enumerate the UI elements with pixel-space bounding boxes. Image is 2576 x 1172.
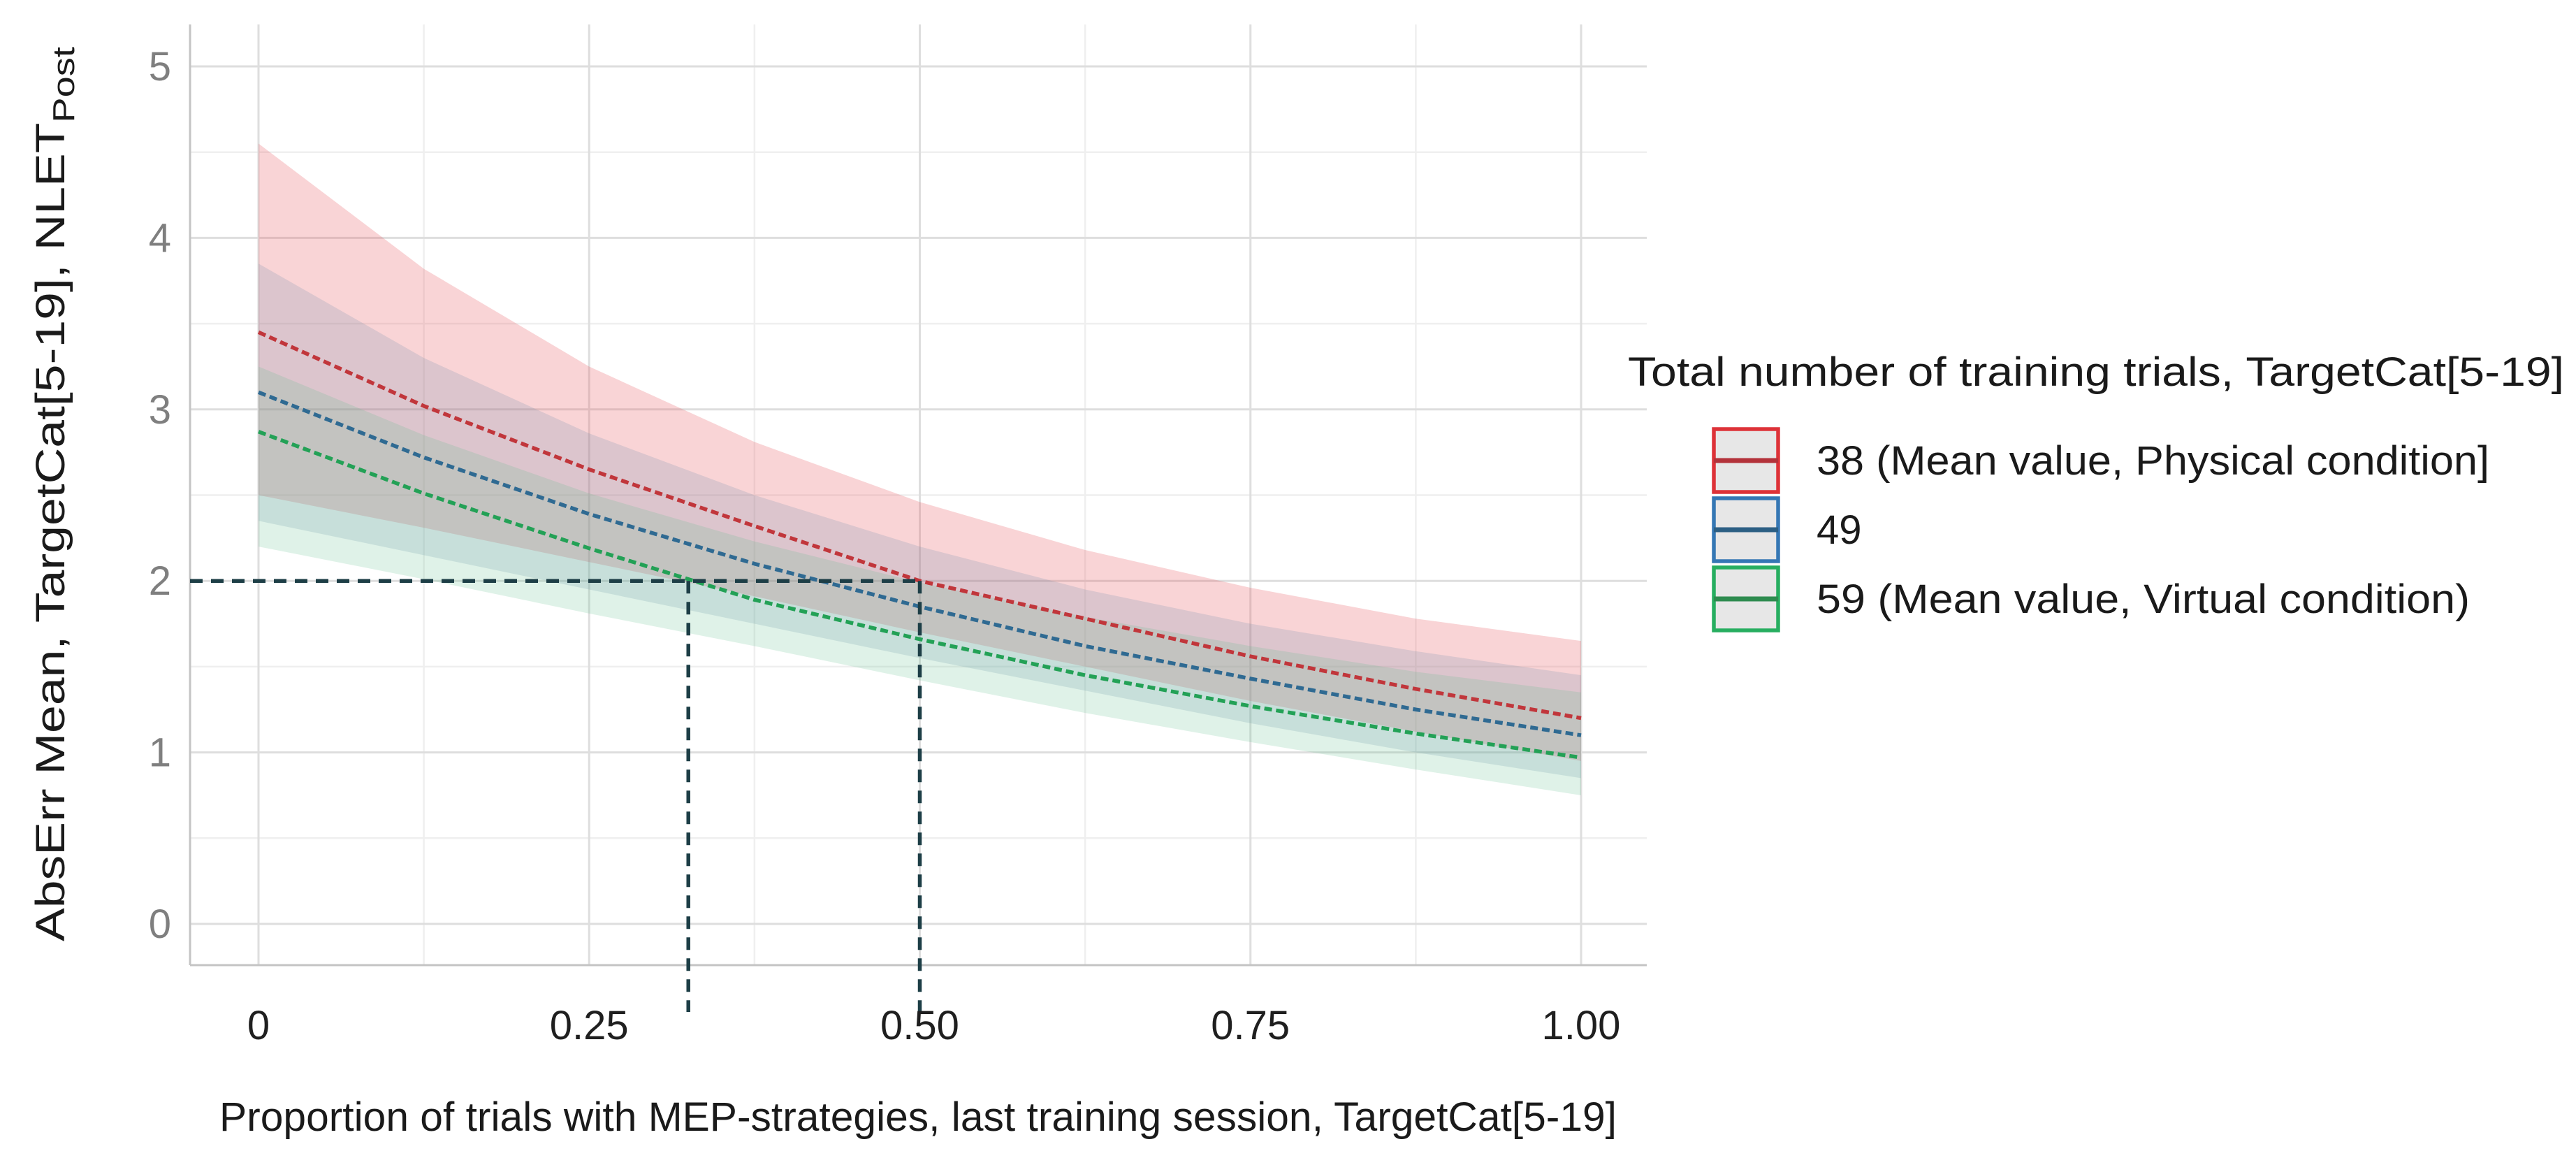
- legend-label-59: 59 (Mean value, Virtual condition): [1817, 577, 2470, 622]
- y-tick-labels: 0 1 2 3 4 5: [149, 44, 171, 947]
- legend-items: 38 (Mean value, Physical condition] 49 59 …: [1712, 427, 2489, 632]
- y-axis-title: AbsErr Mean, TargetCat[5-19], NLETPost: [28, 47, 81, 941]
- y-tick-label-1: 1: [149, 730, 171, 776]
- confidence-band-38: [259, 143, 1581, 761]
- dashed-reference-lines: [190, 579, 922, 1012]
- x-tick-label-0: 0: [247, 1003, 270, 1048]
- legend-label-49: 49: [1817, 507, 1862, 553]
- y-tick-label-4: 4: [149, 215, 171, 261]
- legend-label-38: 38 (Mean value, Physical condition]: [1817, 438, 2489, 484]
- y-axis-title-main: AbsErr Mean, TargetCat[5-19], NLET: [28, 123, 73, 941]
- x-tick-label-0.50: 0.50: [880, 1003, 959, 1048]
- legend-title: Total number of training trials, TargetC…: [1628, 349, 2564, 395]
- y-axis-title-subscript: Post: [47, 47, 81, 123]
- y-tick-label-5: 5: [149, 44, 171, 89]
- x-tick-labels: 0 0.25 0.50 0.75 1.00: [247, 1003, 1621, 1048]
- mean-line-59: [258, 430, 1582, 760]
- y-tick-label-3: 3: [149, 387, 171, 433]
- y-tick-label-2: 2: [149, 558, 171, 604]
- x-tick-label-1.00: 1.00: [1542, 1003, 1621, 1048]
- confidence-band-49: [259, 263, 1581, 779]
- x-axis-title: Proportion of trials with MEP-strategies…: [219, 1094, 1617, 1140]
- confidence-band-59: [259, 366, 1581, 795]
- legend: Total number of training trials, TargetC…: [1628, 349, 2564, 632]
- x-tick-label-0.25: 0.25: [550, 1003, 629, 1048]
- confidence-bands: [259, 143, 1581, 795]
- y-tick-label-0: 0: [149, 902, 171, 947]
- x-tick-label-0.75: 0.75: [1211, 1003, 1290, 1048]
